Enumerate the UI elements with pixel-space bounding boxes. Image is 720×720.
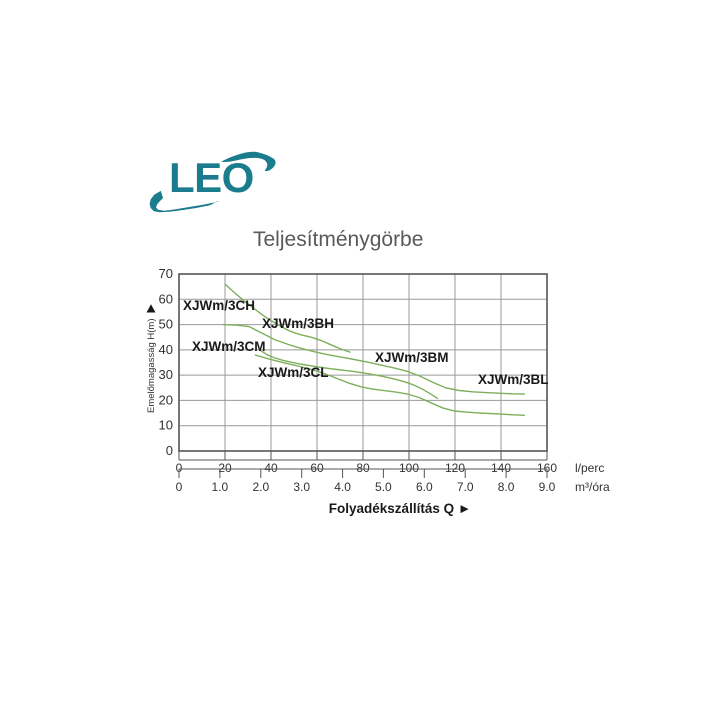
svg-text:8.0: 8.0 — [498, 480, 515, 494]
svg-text:140: 140 — [491, 461, 511, 475]
svg-text:XJWm/3BL: XJWm/3BL — [478, 372, 549, 387]
svg-text:0: 0 — [166, 443, 173, 458]
svg-text:XJWm/3CM: XJWm/3CM — [192, 339, 266, 354]
svg-text:7.0: 7.0 — [457, 480, 474, 494]
svg-text:40: 40 — [159, 342, 173, 357]
svg-text:6.0: 6.0 — [416, 480, 433, 494]
svg-text:70: 70 — [159, 266, 173, 281]
svg-text:m³/óra: m³/óra — [575, 480, 610, 494]
svg-text:40: 40 — [264, 461, 278, 475]
svg-text:80: 80 — [356, 461, 370, 475]
svg-text:Folyadékszállítás Q ►: Folyadékszállítás Q ► — [329, 501, 471, 516]
svg-text:XJWm/3CL: XJWm/3CL — [258, 365, 329, 380]
svg-text:50: 50 — [159, 317, 173, 332]
svg-text:l/perc: l/perc — [575, 461, 604, 475]
svg-text:120: 120 — [445, 461, 465, 475]
svg-text:30: 30 — [159, 367, 173, 382]
svg-text:0: 0 — [176, 480, 183, 494]
svg-text:XJWm/3BM: XJWm/3BM — [375, 350, 449, 365]
svg-text:Emelőmagasság H(m): Emelőmagasság H(m) — [146, 319, 157, 414]
svg-text:60: 60 — [159, 291, 173, 306]
svg-text:XJWm/3CH: XJWm/3CH — [183, 298, 255, 313]
svg-text:2.0: 2.0 — [252, 480, 269, 494]
svg-text:20: 20 — [159, 392, 173, 407]
svg-text:4.0: 4.0 — [334, 480, 351, 494]
svg-text:9.0: 9.0 — [539, 480, 556, 494]
svg-text:XJWm/3BH: XJWm/3BH — [262, 316, 334, 331]
svg-text:60: 60 — [310, 461, 324, 475]
svg-text:1.0: 1.0 — [212, 480, 229, 494]
svg-text:10: 10 — [159, 418, 173, 433]
svg-text:3.0: 3.0 — [293, 480, 310, 494]
svg-text:100: 100 — [399, 461, 419, 475]
svg-text:5.0: 5.0 — [375, 480, 392, 494]
